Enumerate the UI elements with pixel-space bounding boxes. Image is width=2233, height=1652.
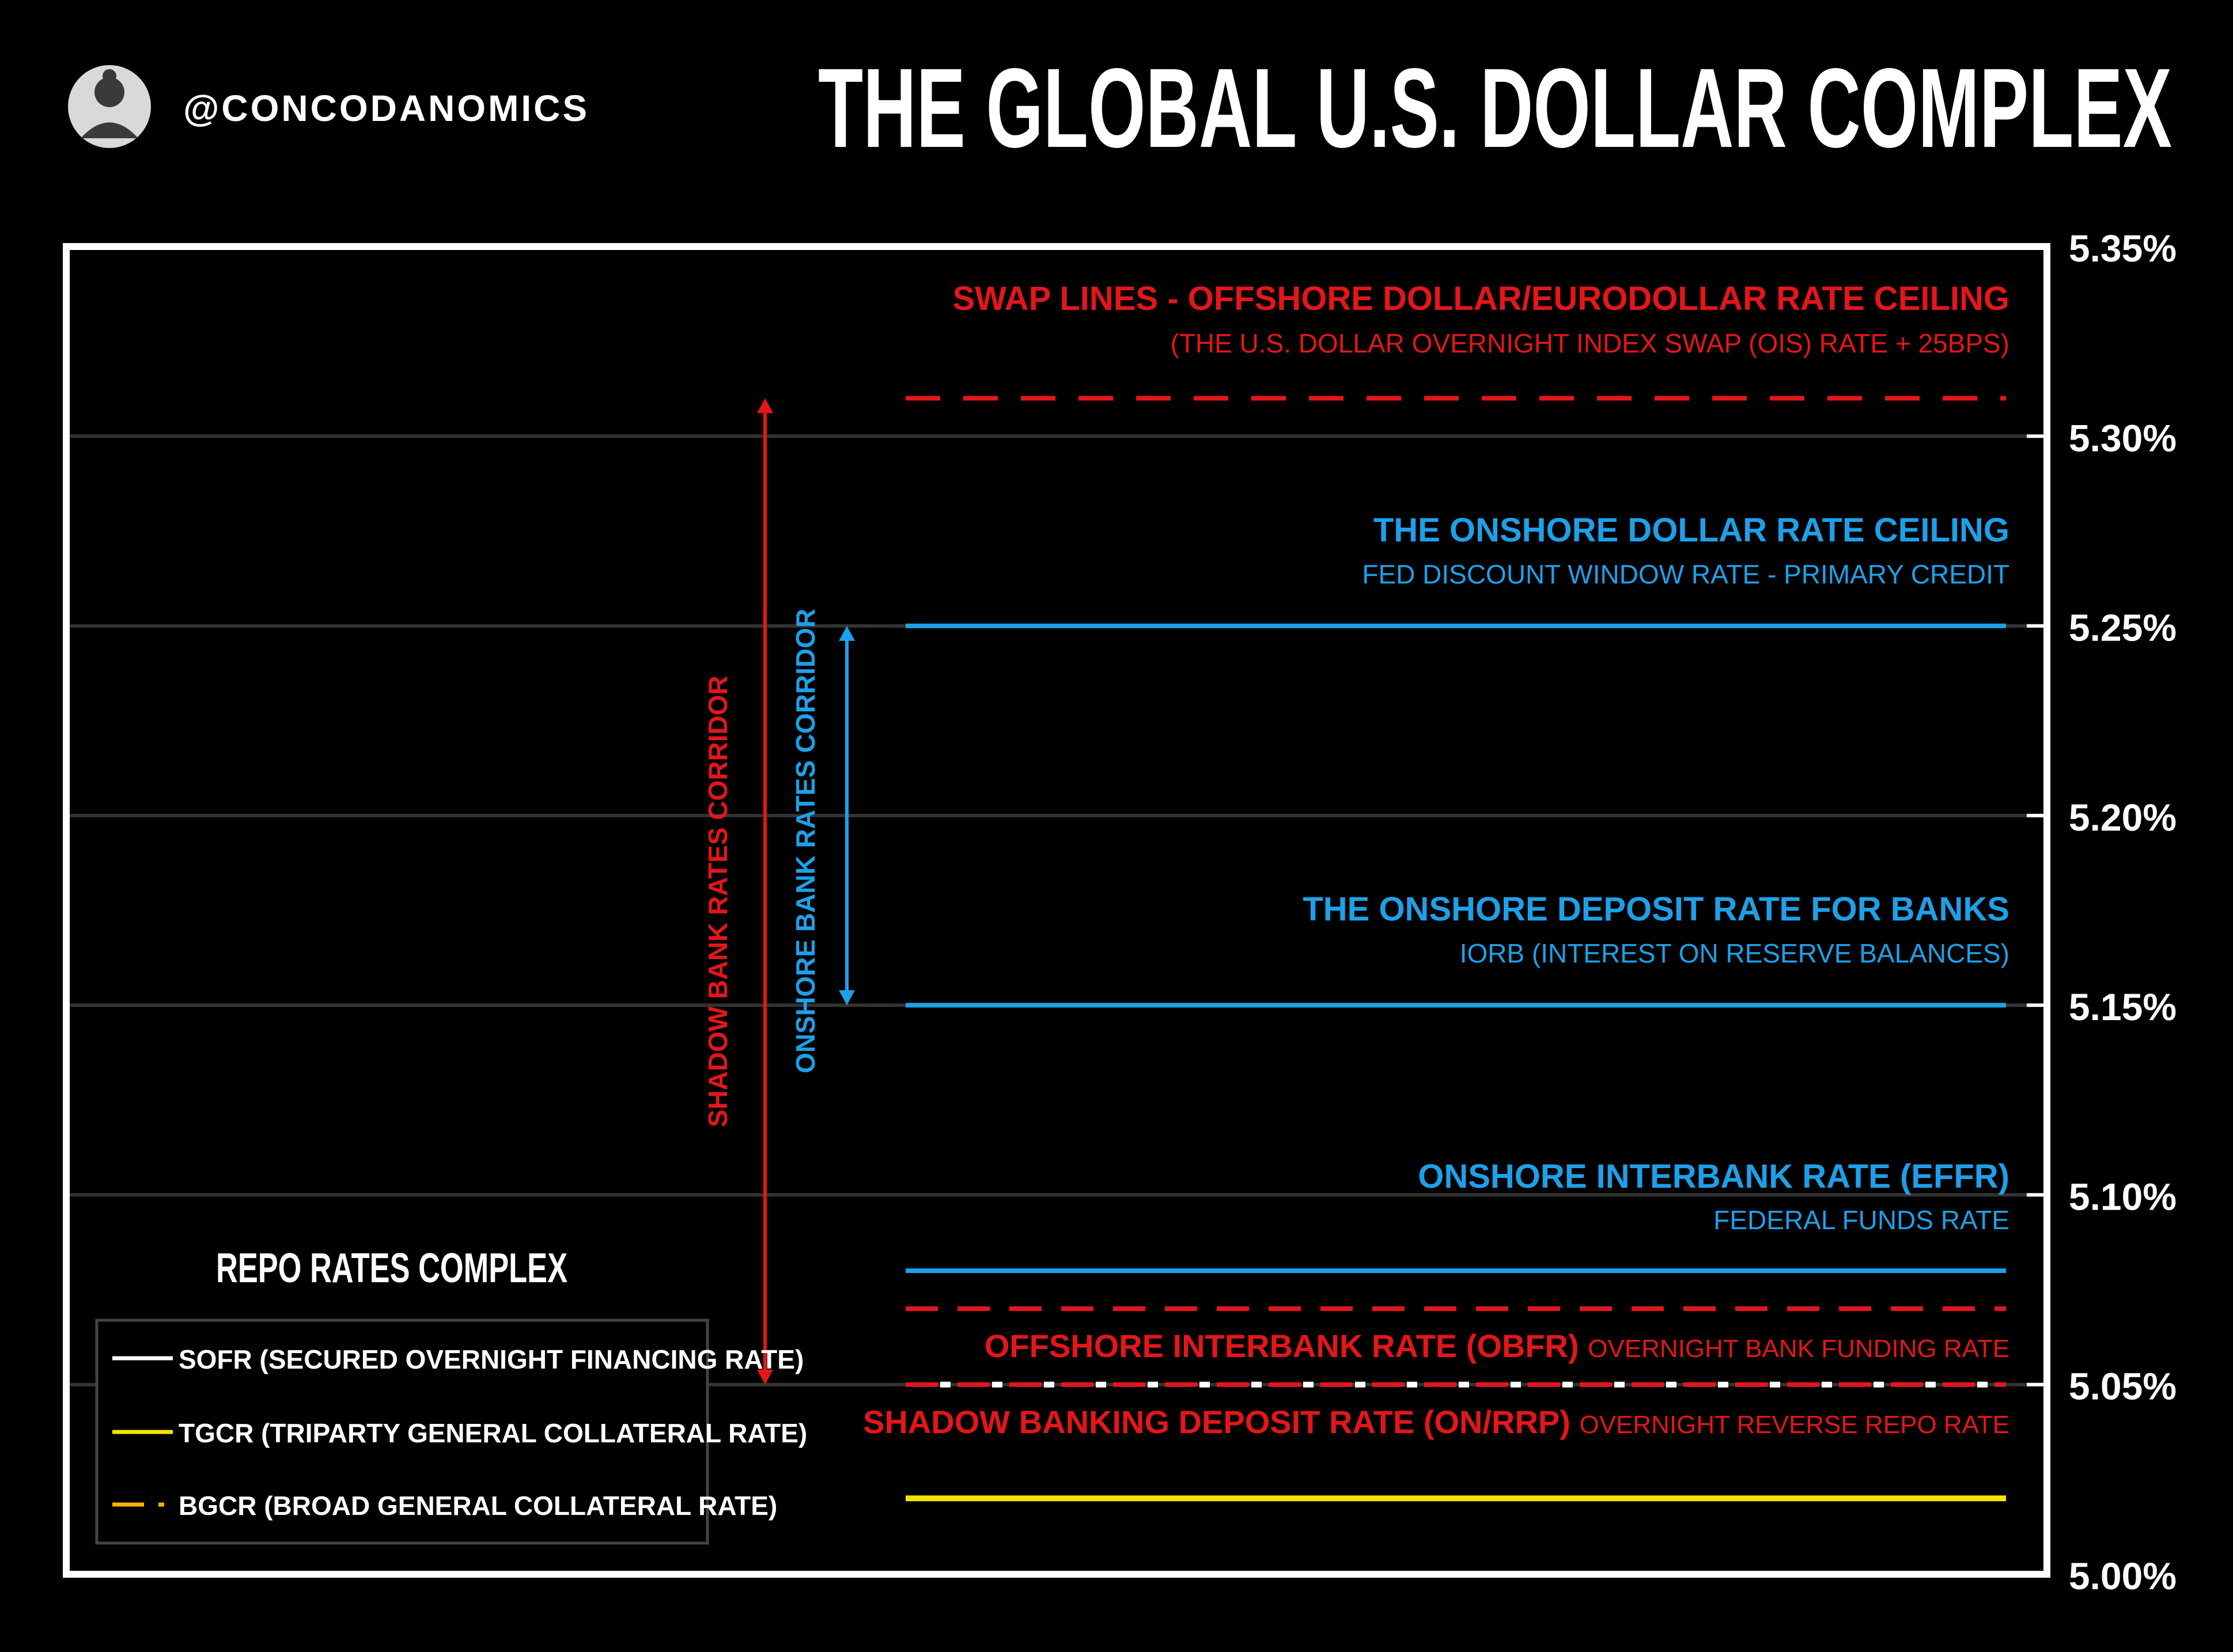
corridor-arrowhead-bottom-onshore bbox=[839, 990, 855, 1006]
legend-entries: SOFR (SECURED OVERNIGHT FINANCING RATE) T… bbox=[112, 1344, 807, 1521]
header: @CONCODANOMICS THE GLOBAL U.S. DOLLAR CO… bbox=[68, 45, 2172, 171]
rate-label-subtitle-effr: FEDERAL FUNDS RATE bbox=[1713, 1205, 2009, 1235]
legend-label: BGCR (BROAD GENERAL COLLATERAL RATE) bbox=[179, 1491, 777, 1521]
rate-label-subtitle-iorb: IORB (INTEREST ON RESERVE BALANCES) bbox=[1460, 938, 2009, 968]
rate-lines bbox=[906, 396, 2006, 1502]
rate-label-title-iorb: THE ONSHORE DEPOSIT RATE FOR BANKS bbox=[1303, 891, 2009, 928]
page-title: THE GLOBAL U.S. DOLLAR COMPLEX bbox=[818, 45, 2172, 171]
corridor-label-shadow: SHADOW BANK RATES CORRIDOR bbox=[703, 676, 733, 1127]
y-tick-label: 5.30% bbox=[2069, 416, 2177, 459]
rate-label-title-swap-lines: SWAP LINES - OFFSHORE DOLLAR/EURODOLLAR … bbox=[952, 280, 2009, 317]
y-tick-label: 5.35% bbox=[2069, 227, 2177, 270]
rate-label-title-on-rrp: SHADOW BANKING DEPOSIT RATE (ON/RRP) bbox=[863, 1404, 1579, 1440]
corridor-arrowhead-top-onshore bbox=[839, 626, 855, 641]
y-tick-label: 5.25% bbox=[2069, 607, 2177, 649]
y-axis-tick-labels: 5.35% 5.30% 5.25% 5.20% 5.15% 5.10% 5.05% 5.00% bbox=[2027, 227, 2177, 1597]
y-tick-label: 5.00% bbox=[2069, 1555, 2177, 1597]
corridor-label-onshore: ONSHORE BANK RATES CORRIDOR bbox=[790, 609, 820, 1074]
legend-box bbox=[95, 1318, 709, 1545]
plot-frame bbox=[63, 243, 2050, 1578]
y-tick-label: 5.20% bbox=[2069, 796, 2177, 839]
rate-label-title-effr: ONSHORE INTERBANK RATE (EFFR) bbox=[1418, 1158, 2009, 1195]
y-tick-label: 5.10% bbox=[2069, 1175, 2177, 1218]
repo-legend: REPO RATES COMPLEX SOFR (SECURED OVERNIG… bbox=[95, 1245, 807, 1545]
rate-label-title-discount-window: THE ONSHORE DOLLAR RATE CEILING bbox=[1373, 511, 2009, 549]
rate-label-subtitle-on-rrp: OVERNIGHT REVERSE REPO RATE bbox=[1579, 1411, 2009, 1439]
rate-label-subtitle-discount-window: FED DISCOUNT WINDOW RATE - PRIMARY CREDI… bbox=[1362, 559, 2009, 589]
legend-label: TGCR (TRIPARTY GENERAL COLLATERAL RATE) bbox=[179, 1418, 807, 1448]
y-tick-label: 5.05% bbox=[2069, 1365, 2177, 1408]
corridor-arrowhead-bottom-shadow bbox=[757, 1369, 773, 1385]
rate-labels: SWAP LINES - OFFSHORE DOLLAR/EURODOLLAR … bbox=[863, 280, 2009, 1440]
rate-corridors: SHADOW BANK RATES CORRIDOR ONSHORE BANK R… bbox=[703, 398, 855, 1385]
rate-label-subtitle-obfr: OVERNIGHT BANK FUNDING RATE bbox=[1588, 1335, 2009, 1363]
rate-label-title-obfr: OFFSHORE INTERBANK RATE (OBFR) bbox=[985, 1328, 1588, 1364]
rate-label-subtitle-swap-lines: (THE U.S. DOLLAR OVERNIGHT INDEX SWAP (O… bbox=[1170, 328, 2009, 358]
legend-label: SOFR (SECURED OVERNIGHT FINANCING RATE) bbox=[179, 1344, 804, 1374]
author-handle: @CONCODANOMICS bbox=[183, 88, 589, 129]
corridor-arrowhead-top-shadow bbox=[757, 398, 773, 414]
y-tick-label: 5.15% bbox=[2069, 986, 2177, 1028]
person-avatar-icon bbox=[68, 65, 151, 148]
rate-label-obfr: OFFSHORE INTERBANK RATE (OBFR) OVERNIGHT… bbox=[985, 1328, 2009, 1364]
rate-label-on-rrp: SHADOW BANKING DEPOSIT RATE (ON/RRP) OVE… bbox=[863, 1404, 2009, 1440]
legend-title: REPO RATES COMPLEX bbox=[216, 1245, 567, 1291]
